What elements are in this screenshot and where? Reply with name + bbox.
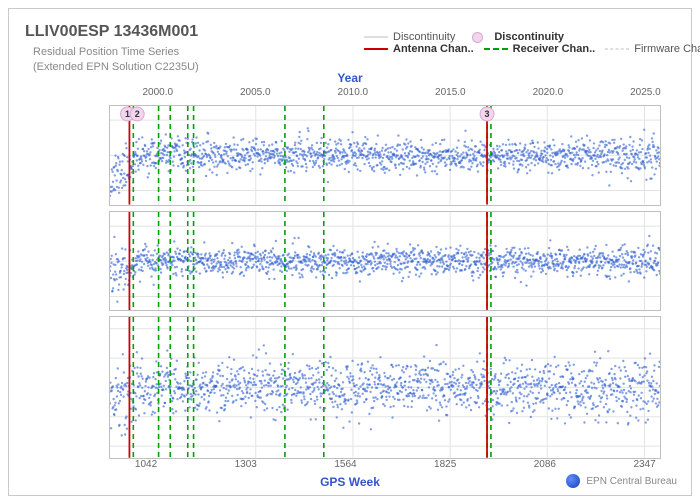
axis-tick: 2020.0	[533, 87, 564, 98]
panel-up: Up[mm]-20-1001020	[109, 316, 661, 459]
axis-tick: 2000.0	[142, 87, 173, 98]
legend: Discontinuity DiscontinuityAntenna Chan..…	[364, 31, 699, 55]
epn-logo-icon	[566, 474, 580, 488]
panel-north: North[mm]-10010123	[109, 105, 661, 206]
axis-tick: 2025.0	[630, 87, 661, 98]
legend-item: Discontinuity	[364, 31, 455, 43]
axis-tick: 1564	[334, 459, 356, 470]
svg-text:2: 2	[135, 109, 140, 119]
axis-tick: 2347	[633, 459, 655, 470]
legend-item: Antenna Chan..	[364, 43, 474, 55]
axis-tick: 2005.0	[240, 87, 271, 98]
legend-item: Firmware Cha..	[605, 43, 700, 55]
axis-tick: 2010.0	[338, 87, 369, 98]
chart-frame: LLIV00ESP 13436M001 Residual Position Ti…	[8, 8, 692, 496]
svg-text:1: 1	[125, 109, 130, 119]
axis-tick: 1042	[135, 459, 157, 470]
chart-title: LLIV00ESP 13436M001	[25, 23, 198, 41]
axis-tick: 2015.0	[435, 87, 466, 98]
axis-tick: 1303	[235, 459, 257, 470]
legend-item: Receiver Chan..	[484, 43, 596, 55]
panels-region: North[mm]-10010123East[mm]-10010Up[mm]-2…	[109, 105, 661, 457]
legend-item: Discontinuity	[465, 31, 564, 43]
bottom-axis: 1042 1303 1564 1825 2086 2347	[109, 459, 661, 473]
panel-east: East[mm]-10010	[109, 211, 661, 312]
axis-tick: 2086	[534, 459, 556, 470]
footer: EPN Central Bureau	[566, 474, 677, 488]
axis-tick: 1825	[434, 459, 456, 470]
top-axis: 2000.0 2005.0 2010.0 2015.0 2020.0 2025.0	[109, 87, 661, 101]
svg-text:3: 3	[485, 109, 490, 119]
top-axis-title: Year	[9, 71, 691, 85]
